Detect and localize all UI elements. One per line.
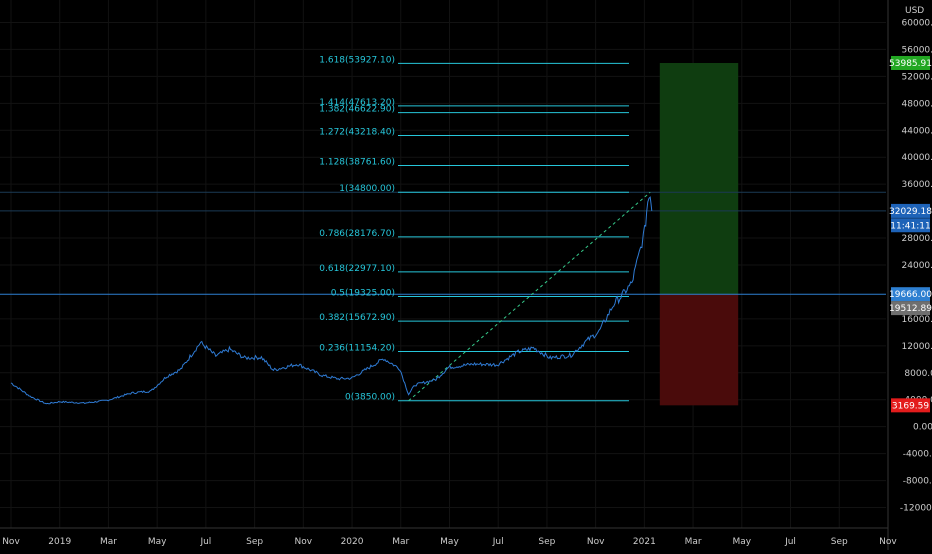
y-tick-label-0: 60000.00 xyxy=(902,18,932,28)
trend-line-dashed[interactable] xyxy=(408,191,651,402)
price-tag-3 xyxy=(891,287,930,302)
price-tags: 53985.91 32029.18 11:41:11 19666.00 19512.89… xyxy=(889,55,932,413)
x-tick-label-17: Sep xyxy=(831,537,848,547)
x-tick-label-4: Jul xyxy=(199,537,211,547)
price-axis[interactable]: 60000.00 56000.00 52000.00 48000.00 44000.00… xyxy=(887,0,932,550)
y-tick-label-6: 36000.00 xyxy=(902,180,932,190)
fib-label-0: 1.618(53927.10) xyxy=(319,55,395,65)
x-tick-label-11: Sep xyxy=(538,537,555,547)
fib-label-6: 0.786(28176.70) xyxy=(319,229,395,239)
x-tick-label-13: 2021 xyxy=(633,537,656,547)
y-tick-label-5: 40000.00 xyxy=(902,153,932,163)
fib-label-9: 0.382(15672.90) xyxy=(319,313,395,323)
fibonacci-levels: 1.618(53927.10) 1.414(47613.20)1.382(4662… xyxy=(319,55,629,403)
x-tick-label-16: Jul xyxy=(784,537,796,547)
x-tick-label-3: May xyxy=(148,537,167,547)
trend-line xyxy=(408,191,651,402)
x-tick-label-5: Sep xyxy=(246,537,263,547)
x-tick-label-6: Nov xyxy=(295,537,313,547)
price-tag-label-0: 53985.91 xyxy=(889,59,932,69)
target-zone[interactable] xyxy=(659,62,739,295)
x-tick-label-14: Mar xyxy=(685,537,702,547)
fib-label-8: 0.5(19325.00) xyxy=(331,288,395,298)
grid-lines xyxy=(0,0,889,528)
stop-zone[interactable] xyxy=(659,294,739,406)
price-tag-1 xyxy=(891,203,930,218)
fib-label-10: 0.236(11154.20) xyxy=(319,344,395,354)
x-tick-label-15: May xyxy=(732,537,751,547)
price-line[interactable] xyxy=(10,196,653,405)
y-tick-label-2: 52000.00 xyxy=(902,72,932,82)
x-tick-label-7: 2020 xyxy=(341,537,364,547)
fib-label-5: 1(34800.00) xyxy=(339,184,395,194)
fib-label-2: 1.382(46622.90) xyxy=(319,105,395,115)
x-tick-label-10: Jul xyxy=(492,537,504,547)
price-tag-label-3: 19666.00 xyxy=(889,290,932,300)
price-tag-4 xyxy=(891,301,930,316)
x-tick-label-1: 2019 xyxy=(48,537,71,547)
x-tick-label-8: Mar xyxy=(392,537,409,547)
x-tick-label-9: May xyxy=(440,537,459,547)
price-tag-2 xyxy=(891,218,930,233)
y-tick-label-16: -12000.00 xyxy=(900,504,932,514)
x-tick-label-18: Nov xyxy=(879,537,897,547)
y-tick-label-13: 0.00 xyxy=(913,423,932,433)
y-tick-label-9: 16000.00 xyxy=(902,315,932,325)
fib-label-1: 1.414(47613.20) xyxy=(319,98,395,108)
price-tag-0 xyxy=(891,55,930,70)
price-tag-label-1: 32029.18 xyxy=(889,207,932,217)
y-tick-label-10: 12000.00 xyxy=(902,342,932,352)
price-tag-5 xyxy=(891,398,930,413)
x-tick-label-12: Nov xyxy=(587,537,605,547)
x-tick-label-0: Nov xyxy=(2,537,20,547)
price-series xyxy=(10,196,653,405)
y-tick-label-15: -8000.00 xyxy=(903,477,932,487)
currency-label[interactable]: USD xyxy=(905,6,924,16)
fib-label-3: 1.272(43218.40) xyxy=(319,128,395,138)
y-tick-label-11: 8000.00 xyxy=(904,369,932,379)
price-tag-label-4: 19512.89 xyxy=(889,304,932,314)
time-axis[interactable]: Nov 2019 Mar May Jul Sep Nov 2020 Mar May Jul Sep No… xyxy=(0,527,897,547)
fib-label-7: 0.618(22977.10) xyxy=(319,264,395,274)
y-tick-label-14: -4000.00 xyxy=(903,450,932,460)
price-tag-label-2: 11:41:11 xyxy=(890,221,930,231)
y-tick-label-4: 44000.00 xyxy=(902,126,932,136)
fib-label-11: 0(3850.00) xyxy=(345,393,395,403)
y-tick-label-1: 56000.00 xyxy=(902,45,932,55)
y-tick-label-7: 28000.00 xyxy=(902,234,932,244)
position-zones xyxy=(659,62,739,406)
fib-label-4: 1.128(38761.60) xyxy=(319,158,395,168)
y-tick-label-8: 24000.00 xyxy=(902,261,932,271)
y-tick-label-3: 48000.00 xyxy=(902,99,932,109)
price-tag-label-5: 3169.59 xyxy=(892,401,929,411)
x-tick-label-2: Mar xyxy=(100,537,117,547)
